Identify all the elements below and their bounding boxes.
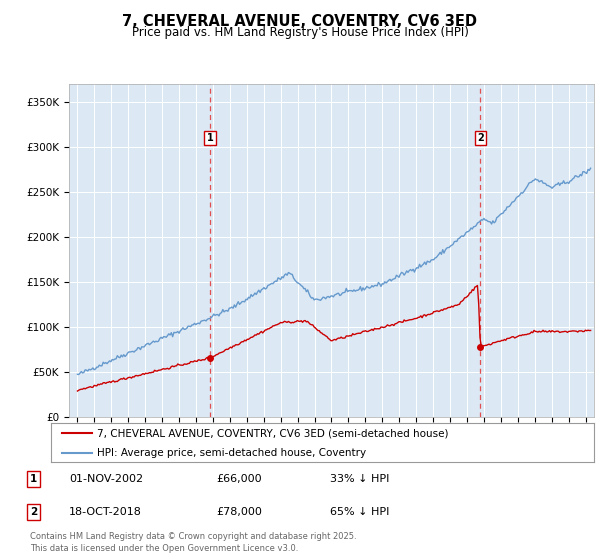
Text: 65% ↓ HPI: 65% ↓ HPI xyxy=(330,507,389,517)
Text: 7, CHEVERAL AVENUE, COVENTRY, CV6 3ED: 7, CHEVERAL AVENUE, COVENTRY, CV6 3ED xyxy=(122,14,478,29)
Text: 1: 1 xyxy=(30,474,37,484)
Text: £78,000: £78,000 xyxy=(216,507,262,517)
Text: 18-OCT-2018: 18-OCT-2018 xyxy=(69,507,142,517)
Text: Contains HM Land Registry data © Crown copyright and database right 2025.
This d: Contains HM Land Registry data © Crown c… xyxy=(30,533,356,553)
Text: 01-NOV-2002: 01-NOV-2002 xyxy=(69,474,143,484)
Text: 33% ↓ HPI: 33% ↓ HPI xyxy=(330,474,389,484)
Text: 7, CHEVERAL AVENUE, COVENTRY, CV6 3ED (semi-detached house): 7, CHEVERAL AVENUE, COVENTRY, CV6 3ED (s… xyxy=(97,428,449,438)
Text: £66,000: £66,000 xyxy=(216,474,262,484)
Text: 2: 2 xyxy=(477,133,484,143)
Text: 2: 2 xyxy=(30,507,37,517)
Text: 1: 1 xyxy=(206,133,214,143)
Text: Price paid vs. HM Land Registry's House Price Index (HPI): Price paid vs. HM Land Registry's House … xyxy=(131,26,469,39)
Text: HPI: Average price, semi-detached house, Coventry: HPI: Average price, semi-detached house,… xyxy=(97,449,366,459)
